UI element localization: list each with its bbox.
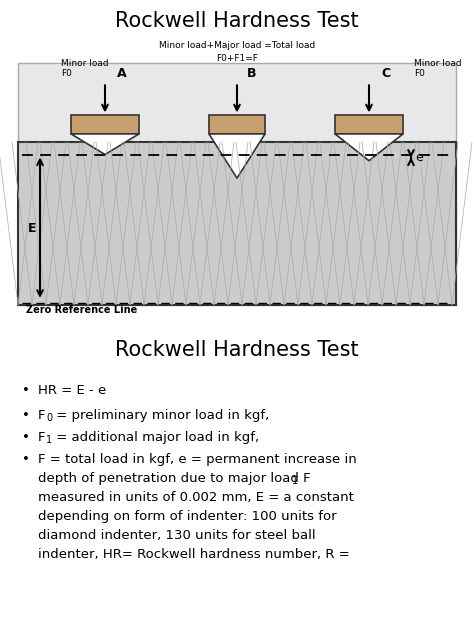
Polygon shape: [335, 134, 403, 161]
Text: A: A: [117, 68, 127, 80]
Text: 1: 1: [46, 435, 52, 445]
Text: Rockwell Hardness Test: Rockwell Hardness Test: [115, 339, 359, 360]
Polygon shape: [209, 134, 265, 178]
Text: 0: 0: [46, 413, 52, 423]
Text: measured in units of 0.002 mm, E = a constant: measured in units of 0.002 mm, E = a con…: [38, 491, 354, 504]
Polygon shape: [71, 134, 139, 154]
Text: •: •: [22, 430, 30, 444]
Text: depending on form of indenter: 100 units for: depending on form of indenter: 100 units…: [38, 510, 337, 523]
Text: indenter, HR= Rockwell hardness number, R =: indenter, HR= Rockwell hardness number, …: [38, 548, 350, 561]
Text: F: F: [38, 409, 46, 422]
Text: e: e: [415, 151, 423, 164]
Text: = preliminary minor load in kgf,: = preliminary minor load in kgf,: [52, 409, 269, 422]
Text: Minor load
F0: Minor load F0: [61, 59, 109, 78]
Text: Minor load
F0: Minor load F0: [414, 59, 462, 78]
Text: •: •: [22, 384, 30, 396]
Text: F: F: [38, 430, 46, 444]
Text: Minor load+Major load =Total load: Minor load+Major load =Total load: [159, 41, 315, 50]
Text: depth of penetration due to major load F: depth of penetration due to major load F: [38, 471, 310, 485]
Bar: [18, 63, 456, 305]
Text: F = total load in kgf, e = permanent increase in: F = total load in kgf, e = permanent inc…: [38, 453, 357, 466]
Text: B: B: [247, 68, 256, 80]
Text: •: •: [22, 409, 30, 422]
Bar: [18, 142, 456, 305]
Text: Zero Reference Line: Zero Reference Line: [26, 305, 137, 315]
Text: E: E: [27, 222, 36, 235]
Text: diamond indenter, 130 units for steel ball: diamond indenter, 130 units for steel ba…: [38, 529, 316, 542]
Text: Rockwell Hardness Test: Rockwell Hardness Test: [115, 11, 359, 32]
Text: •: •: [22, 453, 30, 466]
Text: = additional major load in kgf,: = additional major load in kgf,: [52, 430, 259, 444]
Bar: [209, 116, 265, 134]
Bar: [71, 116, 139, 134]
Text: F0+F1=F: F0+F1=F: [216, 54, 258, 63]
Bar: [335, 116, 403, 134]
Text: HR = E - e: HR = E - e: [38, 384, 106, 396]
Text: C: C: [381, 68, 390, 80]
Text: 1: 1: [292, 476, 298, 486]
